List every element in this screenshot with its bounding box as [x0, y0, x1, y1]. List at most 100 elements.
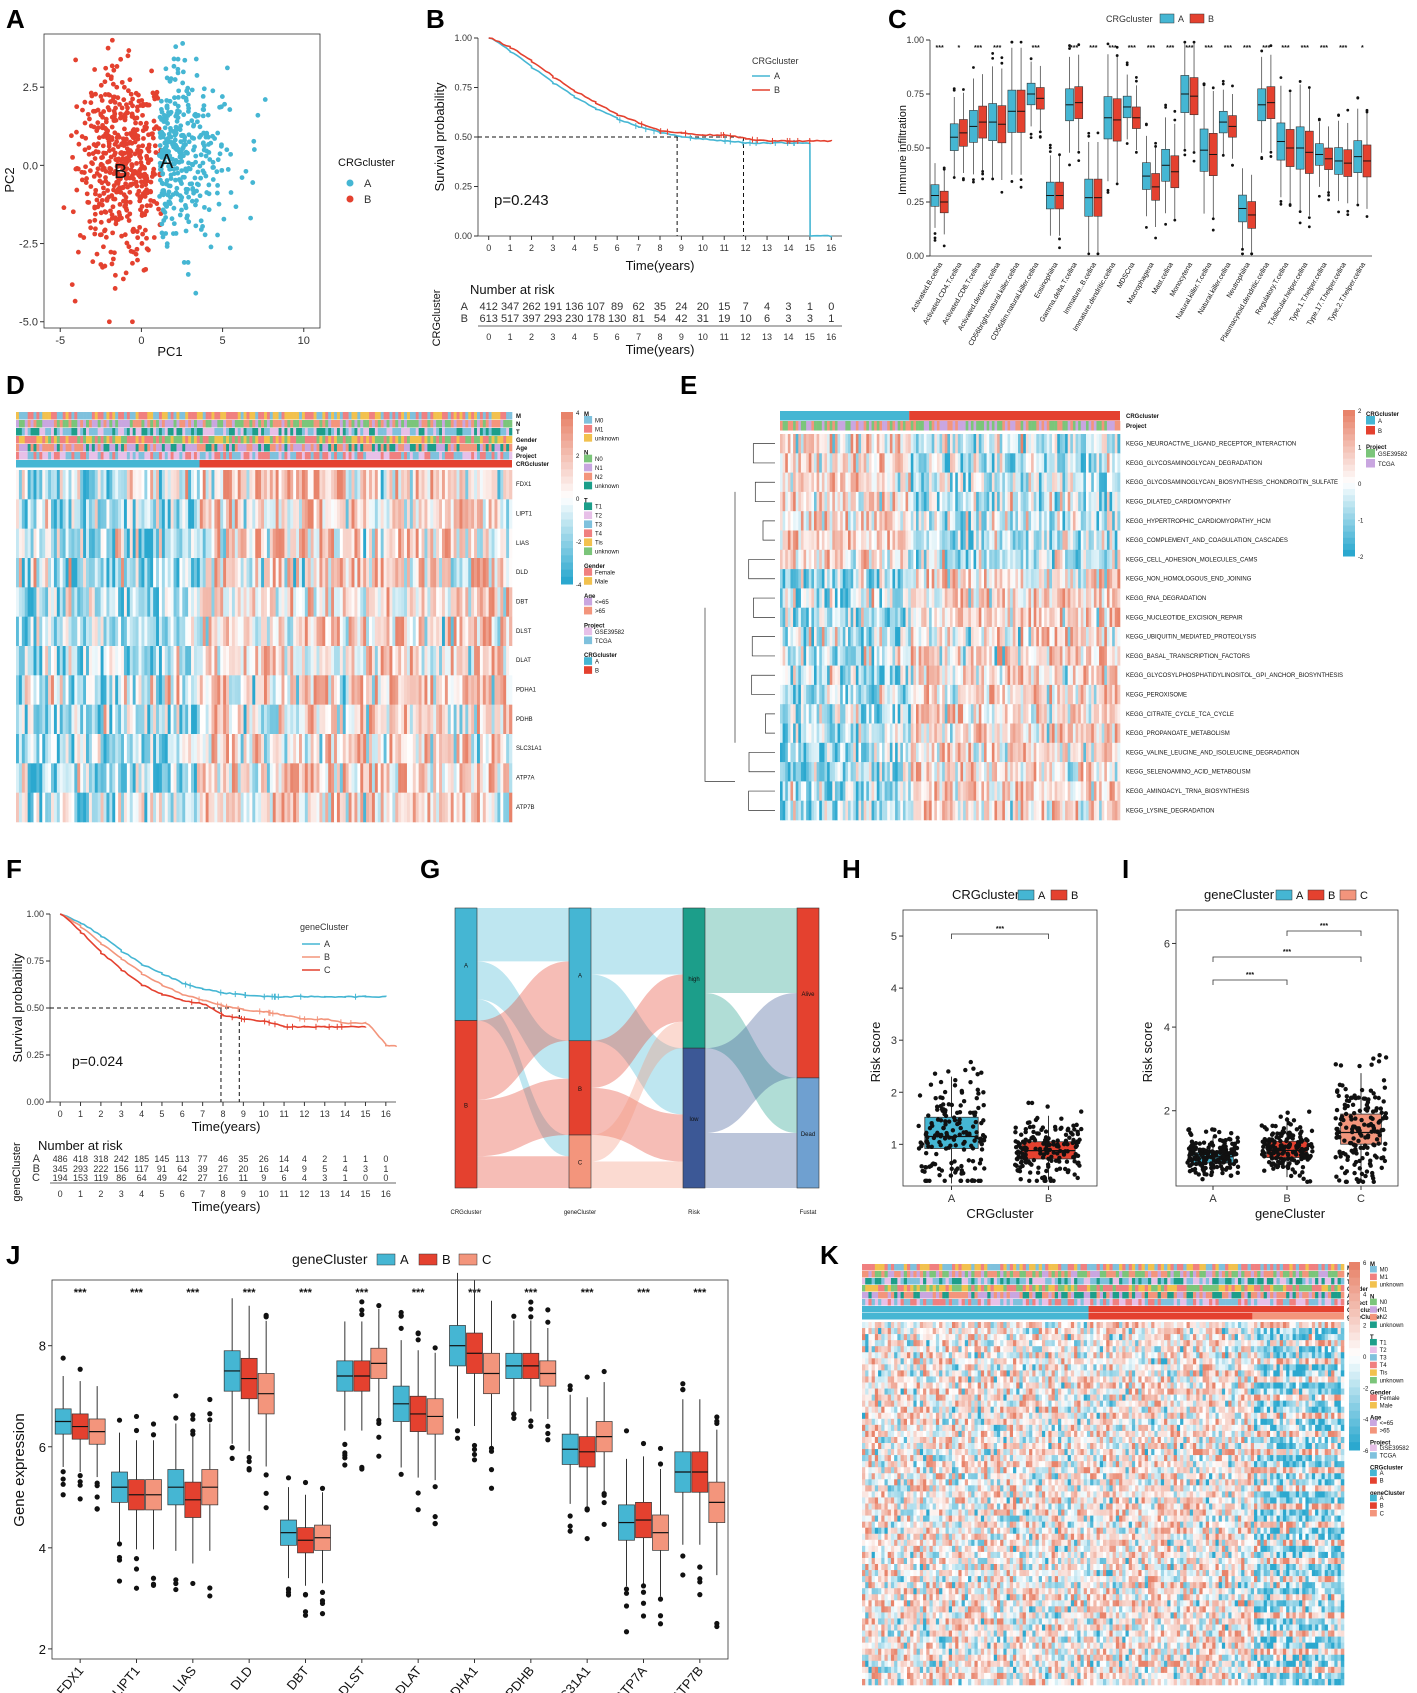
panel-d-anno-cell [433, 444, 437, 452]
panel-e-anno-cell [923, 421, 927, 431]
heatmap-cell [441, 616, 446, 647]
heatmap-cell [331, 646, 335, 676]
panel-d-anno-cell [179, 420, 183, 428]
heatmap-cell [243, 587, 247, 617]
heatmap-cell [436, 587, 440, 617]
heatmap-cell [240, 528, 244, 559]
panel-a-point [262, 97, 268, 102]
heatmap-cell [984, 434, 987, 454]
heatmap-cell [456, 587, 460, 617]
heatmap-cell [284, 558, 288, 588]
heatmap-cell [427, 792, 431, 823]
heatmap-cell [45, 646, 49, 676]
panel-d-anno-cell [170, 436, 174, 444]
heatmap-cell [503, 763, 507, 793]
panel-d-legend-swatch [584, 666, 593, 674]
panel-d-anno-cell [121, 444, 125, 452]
panel-d-anno-cell [48, 412, 52, 420]
heatmap-cell [307, 792, 311, 823]
heatmap-cell [433, 734, 437, 764]
panel-c-outlier [1307, 225, 1311, 229]
heatmap-cell [56, 646, 61, 676]
heatmap-cell [392, 763, 396, 793]
panel-d-anno-cell [214, 452, 218, 460]
heatmap-cell [39, 734, 43, 764]
b-risk-cell: 130 [608, 313, 626, 325]
heatmap-cell [100, 470, 104, 500]
panel-d-anno-cell [307, 412, 311, 420]
panel-d-anno-cell [409, 412, 414, 420]
heatmap-cell [991, 453, 995, 473]
heatmap-cell [331, 763, 335, 793]
heatmap-cell [121, 763, 125, 793]
panel-a-point [95, 107, 101, 113]
panel-d-anno-cell [439, 436, 443, 444]
panel-d-anno-cell [167, 420, 171, 428]
heatmap-cell [156, 470, 160, 500]
panel-d-anno-cell [264, 428, 268, 436]
panel-d-anno-cell [482, 444, 487, 452]
heatmap-cell [77, 792, 81, 823]
panel-a-point [182, 57, 188, 63]
panel-d-anno-cell [401, 452, 405, 460]
heatmap-cell [415, 646, 419, 676]
heatmap-cell [202, 646, 206, 676]
heatmap-cell [299, 587, 303, 617]
panel-a-point [204, 190, 210, 195]
panel-c-outlier [1211, 228, 1215, 232]
panel-d-anno-cell [223, 444, 227, 452]
heatmap-cell [193, 616, 198, 647]
panel-d-anno-cell [51, 420, 55, 428]
heatmap-cell [86, 616, 90, 647]
heatmap-cell [42, 528, 46, 559]
heatmap-cell [179, 792, 183, 823]
panel-a-point [158, 177, 163, 183]
heatmap-cell [1070, 434, 1074, 454]
heatmap-cell [1086, 453, 1089, 473]
panel-d-anno-cell [331, 428, 335, 436]
panel-e-anno-cell [1033, 421, 1037, 431]
panel-a-point [90, 151, 96, 156]
heatmap-cell [871, 453, 875, 473]
heatmap-cell [158, 616, 163, 647]
panel-c: CRGcluster A B 0.000.250.500.751.00 ***A… [897, 13, 1372, 347]
heatmap-cell [258, 675, 262, 705]
heatmap-cell [261, 470, 265, 500]
heatmap-cell [488, 646, 492, 676]
b-risk-cell: 24 [675, 301, 687, 313]
heatmap-cell [307, 558, 311, 588]
heatmap-cell [51, 587, 55, 617]
heatmap-cell [208, 499, 212, 529]
heatmap-cell [74, 792, 78, 823]
panel-d-anno-cell [485, 428, 489, 436]
panel-a-point [105, 188, 110, 193]
heatmap-cell [503, 616, 507, 647]
b-risk-cell: 613 [480, 313, 498, 325]
panel-d-anno-cell [144, 444, 148, 452]
heatmap-cell [795, 453, 799, 473]
panel-d-anno-cell [167, 452, 171, 460]
heatmap-cell [509, 704, 513, 735]
heatmap-cell [144, 470, 148, 500]
heatmap-cell [147, 558, 151, 588]
b-risk-cell: 3 [807, 313, 813, 325]
panel-d-anno-cell [287, 444, 291, 452]
heatmap-cell [331, 704, 335, 735]
heatmap-cell [182, 587, 186, 617]
panel-d-anno-cell [383, 444, 387, 452]
panel-c-outlier [1115, 54, 1119, 57]
panel-a-point [98, 210, 104, 216]
heatmap-cell [476, 616, 481, 647]
heatmap-cell [211, 704, 215, 735]
panel-d-anno-cell [500, 428, 504, 436]
panel-d-anno-cell [243, 428, 247, 436]
heatmap-cell [77, 528, 81, 559]
panel-a-point [119, 233, 125, 239]
panel-a-point [86, 200, 92, 205]
heatmap-cell [182, 499, 186, 529]
heatmap-cell [179, 675, 183, 705]
heatmap-cell [488, 528, 492, 559]
heatmap-cell [179, 763, 183, 793]
panel-d-anno-cell [304, 452, 309, 460]
panel-a-point [130, 227, 136, 233]
